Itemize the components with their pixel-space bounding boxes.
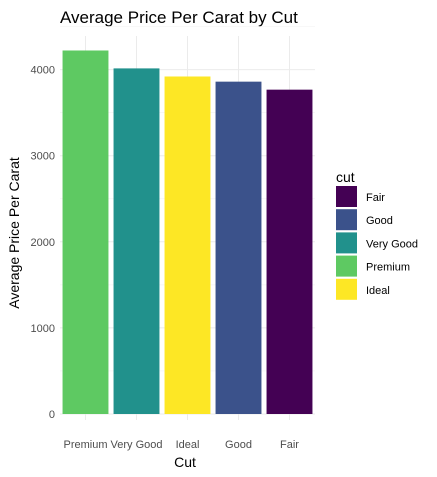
bar-good xyxy=(215,81,262,415)
legend-label: Very Good xyxy=(366,238,418,250)
chart-title: Average Price Per Carat by Cut xyxy=(60,8,298,27)
legend-label: Fair xyxy=(366,192,385,204)
legend-label: Premium xyxy=(366,262,410,274)
y-tick-label: 0 xyxy=(49,409,55,421)
x-tick-label: Fair xyxy=(280,439,299,451)
bar-ideal xyxy=(164,76,211,414)
x-tick-label: Premium xyxy=(63,439,107,451)
legend-title: cut xyxy=(336,169,355,185)
x-tick-label: Good xyxy=(225,439,252,451)
bars xyxy=(62,50,313,415)
y-tick-label: 3000 xyxy=(31,151,55,163)
y-tick-label: 2000 xyxy=(31,237,55,249)
bar-very-good xyxy=(113,68,160,415)
y-tick-label: 4000 xyxy=(31,65,55,77)
legend: cut Fair Good Very Good Premium Ideal xyxy=(336,169,418,300)
legend-label: Good xyxy=(366,215,393,227)
legend-key xyxy=(336,278,357,300)
y-axis-ticks: 0 1000 2000 3000 4000 xyxy=(31,65,55,421)
y-tick-label: 1000 xyxy=(31,323,55,335)
y-axis-title: Average Price Per Carat xyxy=(6,157,22,309)
legend-label: Ideal xyxy=(366,285,390,297)
x-axis-ticks: Premium Very Good Ideal Good Fair xyxy=(63,439,299,451)
bar-fair xyxy=(266,89,313,414)
x-tick-label: Very Good xyxy=(111,439,163,451)
legend-key xyxy=(336,186,357,207)
legend-key xyxy=(336,232,357,254)
legend-key xyxy=(336,209,357,231)
legend-key xyxy=(336,255,357,277)
bar-premium xyxy=(62,50,109,414)
x-tick-label: Ideal xyxy=(176,439,200,451)
x-axis-title: Cut xyxy=(174,454,196,470)
